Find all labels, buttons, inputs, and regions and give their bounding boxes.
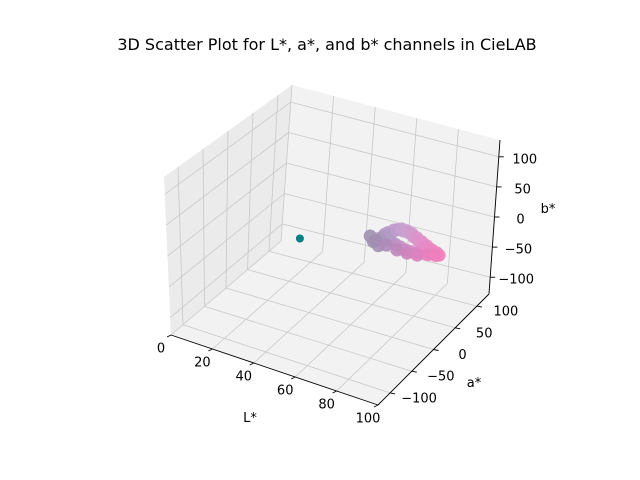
z-grid-line-back bbox=[290, 101, 499, 158]
y-tick-label: −50 bbox=[427, 370, 454, 385]
x-tick-mark bbox=[373, 404, 379, 408]
outlier-point bbox=[295, 234, 304, 243]
z-tick-label: −100 bbox=[498, 273, 534, 288]
z-tick-label: 100 bbox=[512, 152, 537, 167]
scatter-points bbox=[295, 222, 446, 263]
x-tick-mark bbox=[208, 348, 213, 352]
x-tick-mark bbox=[166, 334, 172, 338]
x-tick-label: 40 bbox=[236, 370, 253, 385]
z-grid-line-left bbox=[169, 223, 283, 319]
cluster-point bbox=[410, 248, 424, 262]
z-grid-line-back bbox=[284, 193, 493, 248]
left-wall-pane bbox=[164, 85, 292, 335]
y-tick-mark bbox=[433, 349, 439, 351]
y-tick-label: 50 bbox=[476, 326, 493, 341]
z-grid-line-left bbox=[167, 162, 287, 257]
y-tick-label: −100 bbox=[401, 391, 437, 406]
cluster-point bbox=[379, 238, 393, 252]
y-tick-mark bbox=[411, 370, 417, 373]
x-axis-label: L* bbox=[243, 411, 257, 426]
z-tick-label: 0 bbox=[516, 213, 524, 228]
x-tick-label: 80 bbox=[318, 398, 335, 413]
x-tick-mark bbox=[332, 390, 337, 394]
floor-pane bbox=[171, 241, 489, 405]
y-grid-line-floor bbox=[225, 287, 434, 350]
x-tick-label: 0 bbox=[157, 342, 165, 357]
y-axis-label: a* bbox=[467, 376, 482, 391]
y-grid-line-floor bbox=[247, 269, 456, 329]
y-tick-mark bbox=[455, 327, 461, 330]
y-grid-line-floor bbox=[182, 324, 391, 394]
cluster-point bbox=[400, 246, 414, 260]
y-tick-mark bbox=[390, 392, 396, 395]
x-axis-line bbox=[170, 334, 379, 406]
back-wall-pane bbox=[281, 85, 500, 294]
x-tick-label: 20 bbox=[194, 356, 211, 371]
z-grid-line-back bbox=[288, 132, 497, 188]
cluster-point bbox=[429, 249, 443, 263]
x-tick-mark bbox=[290, 376, 296, 380]
z-grid-line-back bbox=[286, 162, 495, 218]
y-tick-label: 0 bbox=[458, 348, 466, 363]
z-grid-line-left bbox=[165, 132, 289, 226]
x-tick-label: 100 bbox=[356, 412, 381, 427]
y-grid-line-floor bbox=[268, 250, 478, 307]
cluster-point bbox=[369, 234, 383, 248]
cluster-point bbox=[390, 243, 404, 257]
y-grid-line-floor bbox=[204, 306, 412, 372]
y-tick-label: 100 bbox=[493, 305, 518, 320]
chart-title: 3D Scatter Plot for L*, a*, and b* chann… bbox=[117, 35, 536, 54]
axes-panes bbox=[164, 85, 500, 405]
z-axis-label: b* bbox=[541, 202, 556, 217]
z-grid-line-left bbox=[168, 193, 285, 288]
y-tick-mark bbox=[476, 305, 482, 308]
z-tick-label: −50 bbox=[505, 243, 532, 258]
z-grid-line-left bbox=[164, 101, 292, 195]
x-tick-label: 60 bbox=[277, 384, 294, 399]
x-tick-mark bbox=[249, 362, 255, 366]
z-tick-label: 50 bbox=[514, 182, 531, 197]
